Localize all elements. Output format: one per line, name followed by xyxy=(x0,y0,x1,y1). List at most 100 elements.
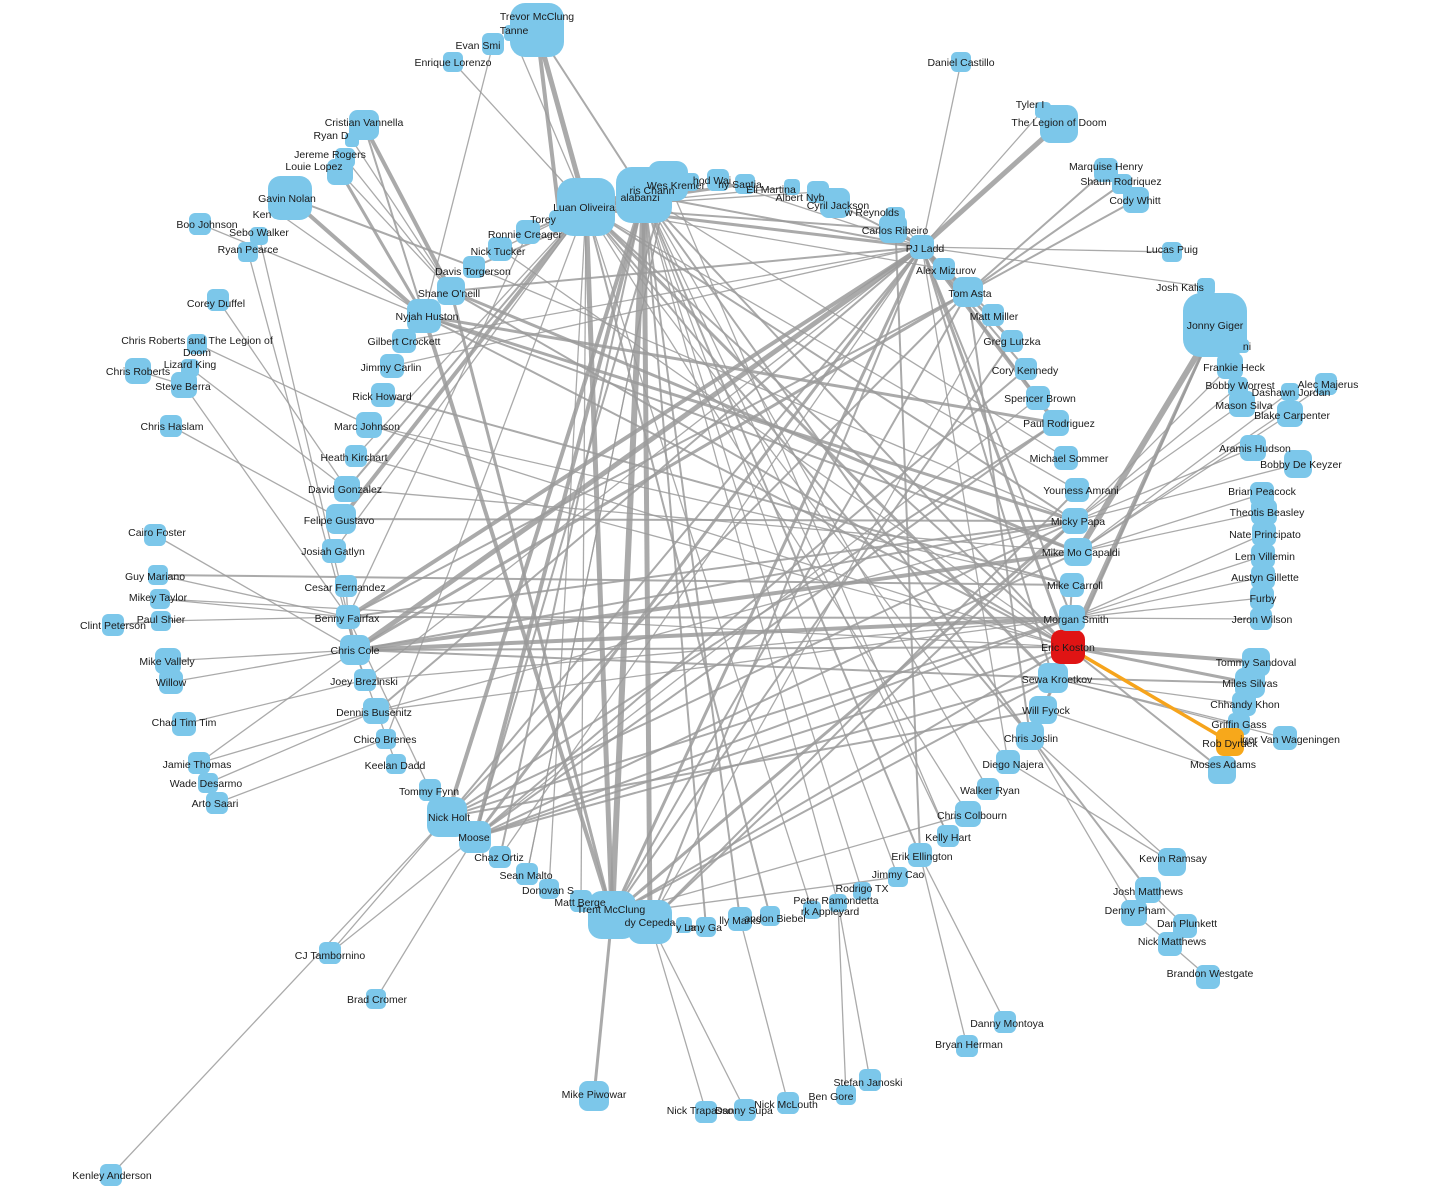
graph-node[interactable] xyxy=(376,729,396,749)
graph-node[interactable] xyxy=(579,1081,609,1111)
graph-node[interactable] xyxy=(1162,242,1182,262)
graph-node[interactable] xyxy=(1123,187,1149,213)
graph-node[interactable] xyxy=(1016,722,1044,750)
graph-node[interactable] xyxy=(189,213,211,235)
graph-node[interactable] xyxy=(238,242,258,262)
graph-node[interactable] xyxy=(1054,446,1078,470)
graph-node[interactable] xyxy=(807,181,829,203)
graph-node[interactable] xyxy=(1208,756,1236,784)
graph-node[interactable] xyxy=(853,882,871,900)
graph-node[interactable] xyxy=(155,648,181,674)
graph-node[interactable] xyxy=(443,52,463,72)
graph-node[interactable] xyxy=(734,1099,756,1121)
graph-node[interactable] xyxy=(570,890,592,912)
graph-node[interactable] xyxy=(1026,386,1050,410)
graph-node[interactable] xyxy=(1251,499,1277,525)
graph-node[interactable] xyxy=(1197,278,1215,296)
graph-node[interactable] xyxy=(1158,932,1182,956)
graph-node[interactable] xyxy=(188,752,210,774)
graph-node[interactable] xyxy=(676,917,692,933)
graph-node[interactable] xyxy=(1277,401,1303,427)
graph-node[interactable] xyxy=(386,754,406,774)
graph-node[interactable] xyxy=(334,476,360,502)
graph-node[interactable] xyxy=(695,1101,717,1123)
graph-node[interactable] xyxy=(187,334,207,354)
graph-node[interactable] xyxy=(956,1035,978,1057)
graph-node[interactable] xyxy=(696,917,716,937)
graph-node[interactable] xyxy=(354,669,376,691)
graph-node[interactable] xyxy=(345,445,367,467)
graph-node[interactable] xyxy=(1273,726,1297,750)
graph-node[interactable] xyxy=(1284,450,1312,478)
graph-node[interactable] xyxy=(1252,522,1276,546)
graph-node[interactable] xyxy=(885,207,905,227)
graph-node[interactable] xyxy=(463,256,485,278)
graph-node[interactable] xyxy=(829,894,847,912)
graph-node[interactable] xyxy=(250,227,268,245)
graph-node[interactable] xyxy=(760,906,780,926)
graph-node[interactable] xyxy=(504,25,520,41)
graph-node[interactable] xyxy=(363,698,389,724)
graph-node[interactable] xyxy=(159,670,183,694)
graph-node[interactable] xyxy=(459,821,491,853)
graph-node[interactable] xyxy=(322,539,346,563)
graph-node[interactable] xyxy=(150,589,170,609)
graph-node[interactable] xyxy=(953,277,983,307)
graph-node[interactable] xyxy=(1059,605,1085,631)
graph-node[interactable] xyxy=(437,277,465,305)
graph-node[interactable] xyxy=(1229,391,1255,417)
graph-node[interactable] xyxy=(628,900,672,944)
graph-node[interactable] xyxy=(489,846,511,868)
graph-node[interactable] xyxy=(735,174,755,194)
graph-node[interactable] xyxy=(908,843,932,867)
graph-node[interactable] xyxy=(488,237,512,261)
graph-node[interactable] xyxy=(1038,663,1068,693)
graph-node[interactable] xyxy=(1158,848,1186,876)
graph-node[interactable] xyxy=(1060,573,1084,597)
graph-node[interactable] xyxy=(1040,105,1078,143)
graph-node[interactable] xyxy=(407,299,441,333)
graph-node[interactable] xyxy=(1029,696,1057,724)
graph-node[interactable] xyxy=(516,863,538,885)
graph-node[interactable] xyxy=(1217,353,1243,379)
graph-node[interactable] xyxy=(1196,965,1220,989)
graph-node[interactable] xyxy=(1043,410,1069,436)
graph-node[interactable] xyxy=(707,169,729,191)
graph-node[interactable] xyxy=(340,635,370,665)
graph-node[interactable] xyxy=(1121,900,1147,926)
graph-node[interactable] xyxy=(784,179,800,195)
graph-node[interactable] xyxy=(380,354,404,378)
graph-node[interactable] xyxy=(1001,330,1023,352)
graph-node[interactable] xyxy=(102,614,124,636)
graph-node[interactable] xyxy=(326,504,356,534)
graph-node[interactable] xyxy=(1062,508,1088,534)
graph-node[interactable] xyxy=(859,1069,881,1091)
graph-node[interactable] xyxy=(206,792,228,814)
graph-node[interactable] xyxy=(144,524,166,546)
graph-node[interactable] xyxy=(910,235,934,259)
graph-node[interactable] xyxy=(151,611,171,631)
graph-node[interactable] xyxy=(371,383,395,407)
graph-node[interactable] xyxy=(207,289,229,311)
graph-node[interactable] xyxy=(933,258,955,280)
graph-node[interactable] xyxy=(1251,544,1275,568)
graph-node[interactable] xyxy=(319,942,341,964)
graph-node[interactable] xyxy=(1315,373,1337,395)
graph-node[interactable] xyxy=(172,712,196,736)
graph-node[interactable] xyxy=(1235,339,1249,353)
graph-node[interactable] xyxy=(1281,383,1299,401)
graph-node[interactable] xyxy=(335,575,357,597)
graph-node[interactable] xyxy=(125,358,151,384)
graph-node[interactable] xyxy=(728,907,752,931)
graph-node[interactable] xyxy=(616,167,672,223)
graph-node[interactable] xyxy=(482,33,504,55)
graph-node[interactable] xyxy=(327,159,353,185)
graph-node[interactable] xyxy=(1240,435,1266,461)
graph-node[interactable] xyxy=(994,1011,1016,1033)
graph-node[interactable] xyxy=(356,412,382,438)
graph-node[interactable] xyxy=(803,901,821,919)
graph-node[interactable] xyxy=(1250,586,1274,610)
graph-node[interactable] xyxy=(1015,358,1037,380)
graph-node[interactable] xyxy=(419,779,441,801)
graph-node[interactable] xyxy=(888,867,908,887)
